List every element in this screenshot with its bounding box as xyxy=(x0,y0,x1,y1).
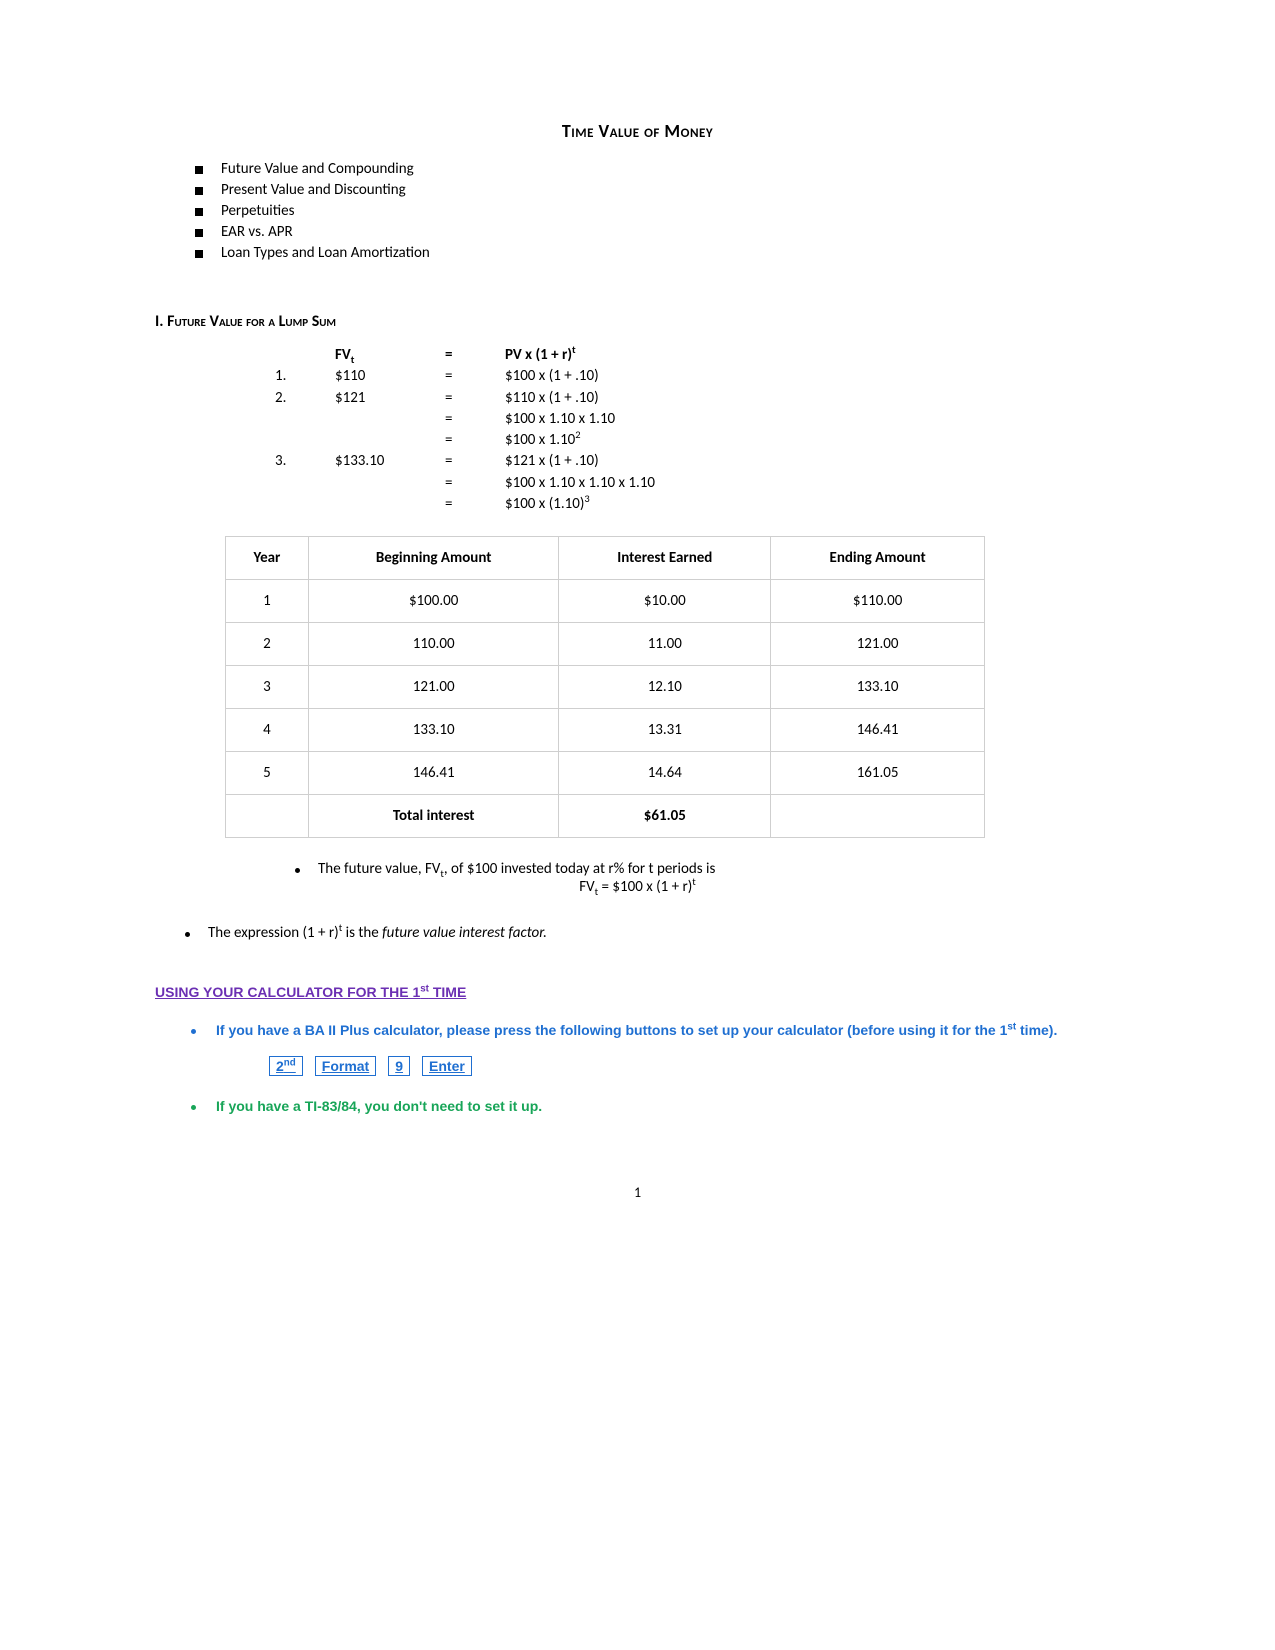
calc-instruction-ba2: If you have a BA II Plus calculator, ple… xyxy=(191,1022,1120,1038)
note-fv-definition: The future value, FVt, of $100 invested … xyxy=(295,860,1120,878)
table-cell: 11.00 xyxy=(559,623,771,666)
document-page: Time Value of Money Future Value and Com… xyxy=(155,0,1120,1261)
square-bullet-icon xyxy=(195,229,203,237)
table-row: 2110.0011.00121.00 xyxy=(226,623,985,666)
topic-item: Perpetuities xyxy=(195,202,1120,220)
calculator-buttons: 2nd Format 9 Enter xyxy=(269,1056,1120,1076)
topic-text: Future Value and Compounding xyxy=(221,160,414,178)
table-header: Interest Earned xyxy=(559,537,771,580)
fv-table: YearBeginning AmountInterest EarnedEndin… xyxy=(225,536,985,838)
formula-row: =$100 x 1.10 x 1.10 xyxy=(275,409,1120,429)
table-row: 1$100.00$10.00$110.00 xyxy=(226,580,985,623)
formula-row: 3.$133.10=$121 x (1 + .10) xyxy=(275,451,1120,471)
table-cell: 2 xyxy=(226,623,309,666)
calculator-button: 9 xyxy=(388,1056,410,1076)
note-fv-formula: FVt = $100 x (1 + r)t xyxy=(155,878,1120,896)
instruction-text: If you have a TI-83/84, you don't need t… xyxy=(216,1098,542,1114)
table-header: Year xyxy=(226,537,309,580)
table-cell: 121.00 xyxy=(771,623,985,666)
page-number: 1 xyxy=(155,1184,1120,1201)
table-cell: $110.00 xyxy=(771,580,985,623)
note-text: The expression (1 + r)t is the future va… xyxy=(208,924,547,942)
formula-row: 1.$110=$100 x (1 + .10) xyxy=(275,366,1120,386)
topic-item: Present Value and Discounting xyxy=(195,181,1120,199)
formula-row: =$100 x 1.102 xyxy=(275,430,1120,450)
calc-instruction-ti83: If you have a TI-83/84, you don't need t… xyxy=(191,1098,1120,1114)
table-cell: 12.10 xyxy=(559,666,771,709)
note-fvif: The expression (1 + r)t is the future va… xyxy=(185,924,1120,942)
table-cell: 110.00 xyxy=(308,623,559,666)
table-cell: $100.00 xyxy=(308,580,559,623)
table-cell: 146.41 xyxy=(771,709,985,752)
table-header: Ending Amount xyxy=(771,537,985,580)
calculator-button: Enter xyxy=(422,1056,472,1076)
topic-text: Loan Types and Loan Amortization xyxy=(221,244,430,262)
calculator-instructions: If you have a BA II Plus calculator, ple… xyxy=(191,1022,1120,1114)
instruction-text: If you have a BA II Plus calculator, ple… xyxy=(216,1022,1057,1038)
square-bullet-icon xyxy=(195,208,203,216)
table-cell: 5 xyxy=(226,752,309,795)
topic-item: Future Value and Compounding xyxy=(195,160,1120,178)
table-cell: 4 xyxy=(226,709,309,752)
formula-row: 2.$121=$110 x (1 + .10) xyxy=(275,388,1120,408)
table-cell: 121.00 xyxy=(308,666,559,709)
bullet-icon xyxy=(295,868,300,873)
topic-text: Perpetuities xyxy=(221,202,294,220)
section-heading: I. Future Value for a Lump Sum xyxy=(155,312,1120,331)
calculator-button: 2nd xyxy=(269,1056,303,1076)
table-cell: $10.00 xyxy=(559,580,771,623)
table-cell: 133.10 xyxy=(771,666,985,709)
topic-text: Present Value and Discounting xyxy=(221,181,406,199)
table-row: 3121.0012.10133.10 xyxy=(226,666,985,709)
table-cell: 161.05 xyxy=(771,752,985,795)
table-cell: 146.41 xyxy=(308,752,559,795)
table-header-row: YearBeginning AmountInterest EarnedEndin… xyxy=(226,537,985,580)
table-body: 1$100.00$10.00$110.002110.0011.00121.003… xyxy=(226,580,985,838)
square-bullet-icon xyxy=(195,187,203,195)
page-title: Time Value of Money xyxy=(155,120,1120,142)
bullet-icon xyxy=(185,932,190,937)
calculator-heading: USING YOUR CALCULATOR FOR THE 1st TIME xyxy=(155,984,1120,1000)
topic-item: EAR vs. APR xyxy=(195,223,1120,241)
table-cell: 13.31 xyxy=(559,709,771,752)
bullet-icon xyxy=(191,1105,196,1110)
table-cell: 14.64 xyxy=(559,752,771,795)
table-row: 5146.4114.64161.05 xyxy=(226,752,985,795)
topic-text: EAR vs. APR xyxy=(221,223,293,241)
square-bullet-icon xyxy=(195,166,203,174)
formula-row: =$100 x 1.10 x 1.10 x 1.10 xyxy=(275,473,1120,493)
table-cell: 133.10 xyxy=(308,709,559,752)
formula-block: FVt=PV x (1 + r)t1.$110=$100 x (1 + .10)… xyxy=(275,345,1120,514)
table-total-row: Total interest$61.05 xyxy=(226,795,985,838)
table-row: 4133.1013.31146.41 xyxy=(226,709,985,752)
table-cell: 3 xyxy=(226,666,309,709)
bullet-icon xyxy=(191,1029,196,1034)
table-header: Beginning Amount xyxy=(308,537,559,580)
square-bullet-icon xyxy=(195,250,203,258)
formula-row: =$100 x (1.10)3 xyxy=(275,494,1120,514)
table-cell: 1 xyxy=(226,580,309,623)
topic-item: Loan Types and Loan Amortization xyxy=(195,244,1120,262)
note-text: The future value, FVt, of $100 invested … xyxy=(318,860,715,878)
topic-list: Future Value and Compounding Present Valu… xyxy=(195,160,1120,262)
calculator-button: Format xyxy=(315,1056,376,1076)
